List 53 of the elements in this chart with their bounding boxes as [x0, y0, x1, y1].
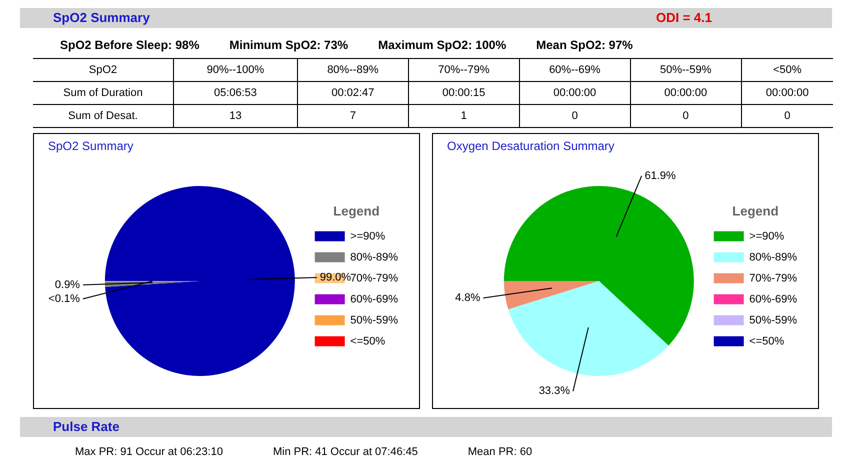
text: 70%--79% — [408, 58, 520, 82]
text: Maximum SpO2: 100% — [378, 38, 506, 52]
legend-label: 50%-59% — [749, 314, 798, 326]
text: ODI = 4.1 — [656, 9, 712, 27]
text: Min PR: 41 Occur at 07:46:45 — [272, 446, 418, 458]
legend-label: 60%-69% — [350, 293, 398, 306]
data-label: 61.9% — [644, 170, 676, 182]
text: 00:00:00 — [741, 82, 833, 104]
legend-label: 70%-79% — [350, 272, 398, 284]
text: 0 — [519, 104, 630, 128]
chart-title: SpO2 Summary — [48, 139, 134, 153]
text: SpO2 — [33, 58, 174, 82]
legend-label: 80%-89% — [749, 251, 798, 264]
legend-label: 50%-59% — [350, 314, 398, 326]
text: Max PR: 91 Occur at 06:23:10 — [75, 446, 223, 458]
text: 60%--69% — [519, 58, 630, 82]
text: 00:02:47 — [297, 82, 408, 104]
legend-label: 80%-89% — [350, 251, 398, 264]
text: SpO2 Summary — [53, 10, 150, 25]
legend-label: <=50% — [749, 335, 784, 348]
text: 7 — [297, 104, 408, 128]
legend-label: >=90% — [749, 230, 784, 242]
data-label: 33.3% — [538, 385, 570, 398]
text: 00:00:00 — [630, 82, 742, 104]
legend-label: 70%-79% — [749, 272, 798, 284]
legend-label: <=50% — [350, 335, 386, 348]
data-label: 4.8% — [455, 292, 480, 304]
text: 1 — [408, 104, 520, 128]
legend-label: 60%-69% — [749, 293, 798, 306]
text: Sum of Duration — [33, 82, 174, 104]
legend-label: >=90% — [350, 230, 386, 242]
data-label: 0.9% — [54, 278, 80, 291]
text: 90%--100% — [174, 58, 298, 82]
text: Mean SpO2: 97% — [536, 38, 633, 52]
text: 13 — [174, 104, 298, 128]
text: 0 — [630, 104, 742, 128]
text: 80%--89% — [297, 58, 408, 82]
text: 00:00:00 — [519, 82, 630, 104]
text: 00:00:15 — [408, 82, 520, 104]
legend-title: Legend — [333, 203, 380, 218]
legend-title: Legend — [732, 203, 779, 218]
text: <50% — [741, 58, 833, 82]
text: Minimum SpO2: 73% — [229, 38, 348, 52]
text: 50%--59% — [630, 58, 742, 82]
chart-title: Oxygen Desaturation Summary — [447, 139, 614, 153]
text: 0 — [741, 104, 833, 128]
data-label: 99.0% — [320, 271, 352, 284]
text: 05:06:53 — [174, 82, 298, 104]
text: Mean PR: 60 — [468, 446, 532, 458]
text: Sum of Desat. — [33, 104, 174, 128]
text: Pulse Rate — [53, 419, 120, 434]
data-label: <0.1% — [48, 292, 80, 305]
text: SpO2 Before Sleep: 98% — [60, 38, 200, 52]
